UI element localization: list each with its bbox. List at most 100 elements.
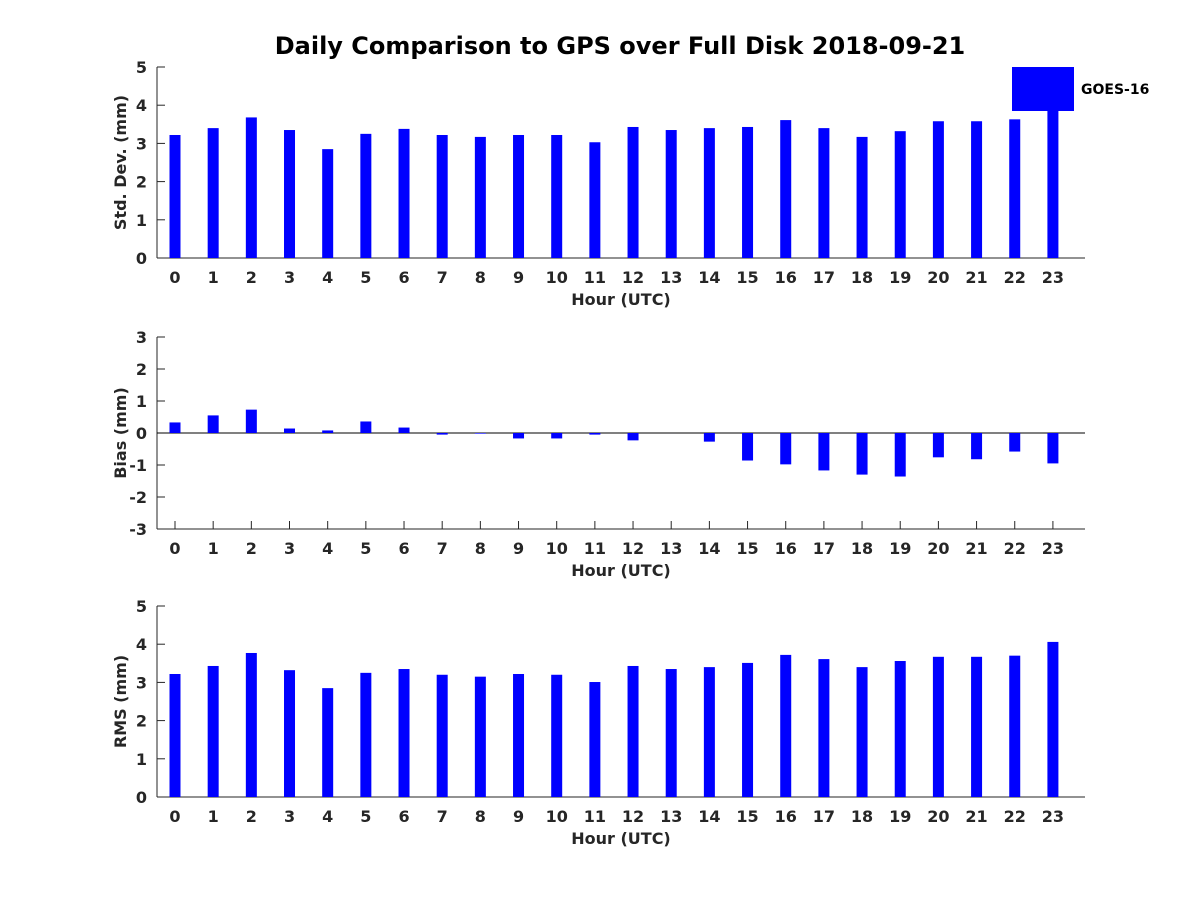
x-tick-label: 5 bbox=[360, 539, 371, 558]
y-tick-label: 2 bbox=[136, 173, 147, 192]
y-tick-label: -1 bbox=[129, 456, 147, 475]
y-tick-label: 5 bbox=[136, 58, 147, 77]
y-tick-label: 2 bbox=[136, 360, 147, 379]
bar-hour-18 bbox=[856, 667, 868, 797]
x-tick-label: 18 bbox=[851, 268, 873, 287]
bar-hour-9 bbox=[513, 433, 525, 439]
y-tick-label: 3 bbox=[136, 328, 147, 347]
x-tick-label: 14 bbox=[698, 539, 720, 558]
x-tick-label: 0 bbox=[169, 268, 180, 287]
x-tick-label: 23 bbox=[1042, 807, 1064, 826]
bar-hour-17 bbox=[818, 128, 830, 258]
x-tick-label: 17 bbox=[813, 807, 835, 826]
x-tick-label: 21 bbox=[965, 539, 987, 558]
x-tick-label: 8 bbox=[475, 268, 486, 287]
bar-hour-20 bbox=[932, 433, 944, 458]
bar-hour-12 bbox=[627, 126, 639, 258]
x-tick-label: 21 bbox=[965, 268, 987, 287]
bar-hour-18 bbox=[856, 136, 868, 258]
x-tick-label: 4 bbox=[322, 539, 333, 558]
x-tick-label: 20 bbox=[927, 268, 949, 287]
y-tick-label: 0 bbox=[136, 249, 147, 268]
bar-hour-5 bbox=[360, 421, 372, 433]
y-axis-label: Bias (mm) bbox=[111, 387, 130, 479]
x-tick-label: 1 bbox=[208, 807, 219, 826]
x-tick-label: 0 bbox=[169, 539, 180, 558]
bar-hour-2 bbox=[245, 652, 257, 797]
y-tick-label: 4 bbox=[136, 96, 147, 115]
bar-hour-14 bbox=[703, 433, 715, 442]
x-tick-label: 6 bbox=[398, 807, 409, 826]
bar-hour-16 bbox=[780, 654, 792, 797]
x-tick-label: 4 bbox=[322, 807, 333, 826]
bar-hour-11 bbox=[589, 682, 601, 797]
y-tick-label: 1 bbox=[136, 211, 147, 230]
bar-hour-16 bbox=[780, 433, 792, 465]
x-tick-label: 0 bbox=[169, 807, 180, 826]
bar-hour-3 bbox=[284, 428, 296, 433]
x-tick-label: 3 bbox=[284, 268, 295, 287]
bar-hour-7 bbox=[436, 134, 448, 258]
x-tick-label: 22 bbox=[1004, 807, 1026, 826]
bar-hour-23 bbox=[1047, 641, 1059, 797]
y-tick-label: 1 bbox=[136, 392, 147, 411]
bar-hour-12 bbox=[627, 433, 639, 441]
x-tick-label: 22 bbox=[1004, 268, 1026, 287]
x-tick-label: 20 bbox=[927, 539, 949, 558]
y-tick-label: 1 bbox=[136, 750, 147, 769]
y-tick-label: 0 bbox=[136, 788, 147, 807]
x-tick-label: 6 bbox=[398, 539, 409, 558]
x-tick-label: 16 bbox=[775, 268, 797, 287]
bar-hour-0 bbox=[169, 422, 181, 433]
x-tick-label: 5 bbox=[360, 807, 371, 826]
bar-hour-23 bbox=[1047, 433, 1059, 464]
x-axis-label: Hour (UTC) bbox=[571, 561, 671, 580]
bar-hour-21 bbox=[971, 433, 983, 460]
bar-hour-21 bbox=[971, 121, 983, 258]
x-tick-label: 7 bbox=[437, 807, 448, 826]
x-axis-label: Hour (UTC) bbox=[571, 290, 671, 309]
x-tick-label: 19 bbox=[889, 807, 911, 826]
chart-title: Daily Comparison to GPS over Full Disk 2… bbox=[275, 32, 966, 60]
y-tick-label: -3 bbox=[129, 520, 147, 539]
x-tick-label: 6 bbox=[398, 268, 409, 287]
x-tick-label: 11 bbox=[584, 268, 606, 287]
x-tick-label: 1 bbox=[208, 539, 219, 558]
bar-hour-21 bbox=[971, 656, 983, 797]
x-tick-label: 16 bbox=[775, 807, 797, 826]
bar-hour-8 bbox=[474, 136, 486, 258]
y-tick-label: 3 bbox=[136, 134, 147, 153]
x-tick-label: 2 bbox=[246, 539, 257, 558]
x-tick-label: 15 bbox=[736, 539, 758, 558]
x-tick-label: 20 bbox=[927, 807, 949, 826]
x-tick-label: 1 bbox=[208, 268, 219, 287]
x-tick-label: 2 bbox=[246, 268, 257, 287]
x-tick-label: 19 bbox=[889, 539, 911, 558]
bar-hour-19 bbox=[894, 661, 906, 797]
x-tick-label: 7 bbox=[437, 539, 448, 558]
x-tick-label: 9 bbox=[513, 539, 524, 558]
bar-hour-4 bbox=[322, 430, 334, 433]
bar-hour-8 bbox=[474, 676, 486, 797]
bar-hour-15 bbox=[742, 662, 754, 797]
x-tick-label: 10 bbox=[546, 539, 568, 558]
bar-hour-1 bbox=[207, 665, 219, 797]
bar-hour-2 bbox=[245, 409, 257, 433]
x-tick-label: 18 bbox=[851, 807, 873, 826]
bar-hour-2 bbox=[245, 117, 257, 258]
bar-hour-6 bbox=[398, 427, 410, 433]
bar-hour-8 bbox=[474, 433, 486, 434]
bar-hour-17 bbox=[818, 659, 830, 797]
bar-hour-10 bbox=[551, 433, 563, 439]
x-tick-label: 8 bbox=[475, 807, 486, 826]
x-tick-label: 10 bbox=[546, 268, 568, 287]
bar-hour-3 bbox=[284, 670, 296, 797]
x-tick-label: 7 bbox=[437, 268, 448, 287]
x-tick-label: 3 bbox=[284, 539, 295, 558]
bar-hour-18 bbox=[856, 433, 868, 475]
y-axis-label: RMS (mm) bbox=[111, 655, 130, 748]
